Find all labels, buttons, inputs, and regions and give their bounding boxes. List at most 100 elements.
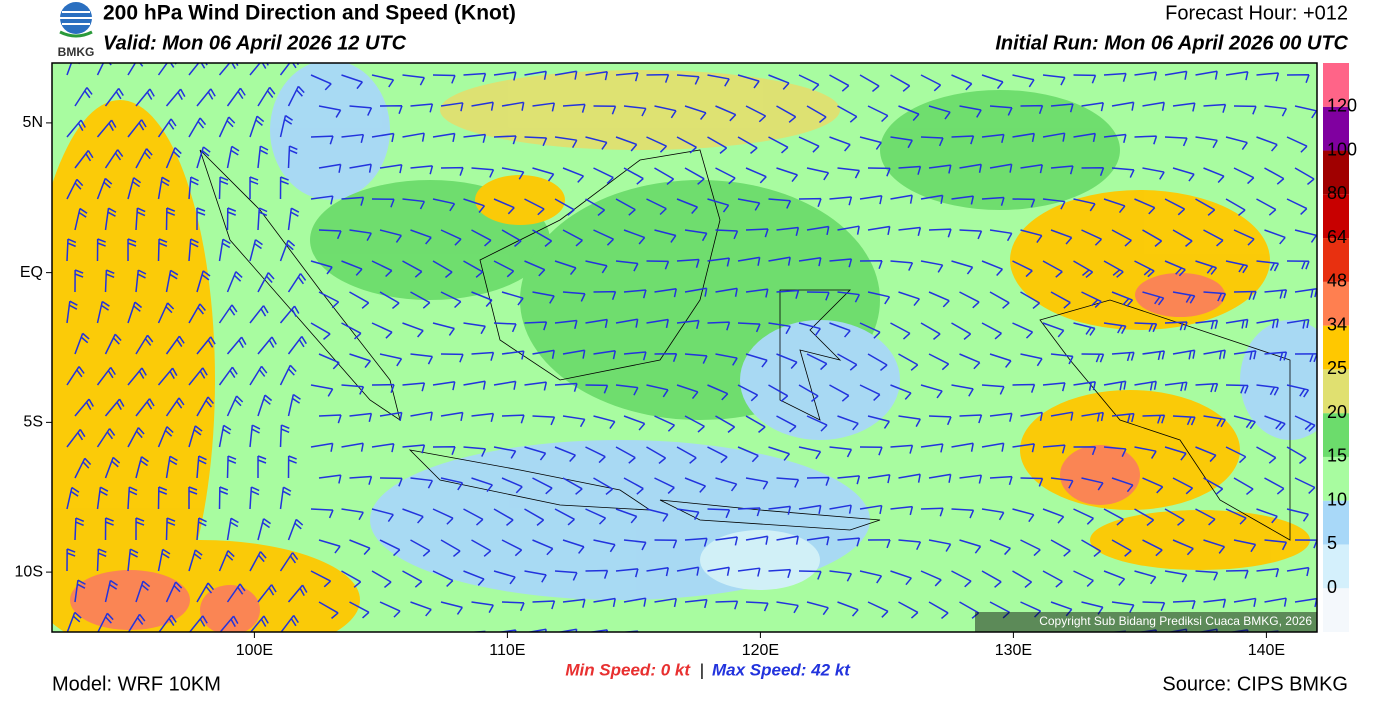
wind-barb [1233,539,1257,553]
wind-barb [341,384,365,395]
wind-barb [1042,444,1066,454]
wind-barb [157,548,171,572]
wind-barb [440,229,462,246]
wind-barb [829,322,851,338]
wind-barb [1256,198,1277,216]
wind-barb [342,633,363,646]
wind-barb [432,508,454,525]
wind-barb [562,167,585,183]
colorbar-label: 34 [1327,314,1347,334]
wind-barb [776,289,800,299]
colorbar-segment [1323,500,1349,545]
colorbar-segment [1323,63,1349,107]
wind-barb [410,477,434,489]
wind-barb [1142,414,1166,424]
colorbar-label: 10 [1327,489,1347,509]
wind-barb [440,102,464,112]
wind-barb [341,133,365,144]
wind-barb [433,633,455,641]
wind-barb [837,475,861,485]
wind-barb [410,411,433,421]
wind-barb [188,425,203,448]
wind-barb [165,207,176,231]
wind-barb [1225,136,1248,150]
wind-barb [676,198,698,214]
wind-barb [981,508,1005,521]
wind-barb [532,102,556,112]
wind-barb [1042,322,1065,338]
separator: | [700,660,704,679]
wind-barb [1042,132,1066,142]
wind-barb [799,633,819,649]
wind-barb [157,176,170,200]
wind-barb [310,135,334,145]
wind-barb [1286,566,1310,577]
wind-barb [1050,601,1073,617]
wind-barb [218,238,231,262]
wind-barb [127,238,137,262]
wind-barb [1225,260,1249,274]
wind-barb [279,486,292,510]
wind-barb [96,177,113,200]
wind-barb [218,366,238,386]
wind-barb [989,163,1013,173]
wind-barb [218,116,236,138]
wind-barb [776,353,798,369]
wind-barbs [66,63,1340,649]
wind-barb [1164,70,1188,80]
wind-barb [310,508,334,519]
wind-barb [226,336,247,355]
wind-barb [1225,446,1247,464]
wind-barb [341,570,362,588]
axes: 100E 110E 120E 130E 140E 5N EQ 5S 10S [15,114,1286,659]
wind-barb [959,414,983,424]
wind-barb [66,119,86,138]
wind-barb [226,87,246,107]
wind-barb [798,197,822,207]
wind-barb [707,321,731,331]
logo-leaf [59,30,93,38]
wind-barb [532,600,556,610]
wind-barb [104,87,124,107]
wind-barb [585,446,606,464]
wind-barb [615,568,639,578]
wind-barb [1142,477,1164,494]
wind-barb [623,597,647,607]
wind-barb [1020,539,1041,557]
wind-barb [593,597,616,607]
map-frame [51,62,1318,633]
wind-barb [654,352,678,363]
wind-barb [585,71,608,81]
wind-barb [463,198,485,213]
wind-barb [440,291,462,309]
wind-barb [1172,415,1196,426]
wind-barb [562,539,585,554]
wind-barb [1233,290,1257,300]
wind-barb [707,257,731,267]
wind-barb [707,198,730,213]
wind-barb [1050,229,1073,245]
wind-barb [593,350,616,360]
wind-barb [890,505,914,516]
wind-barb [585,198,606,217]
wind-barb [562,477,583,495]
wind-barb [1264,477,1285,495]
wind-barb [410,229,432,245]
wind-barb [1172,102,1196,112]
wind-barb [432,74,456,84]
wind-barb [1225,318,1249,329]
wind-barb [1012,74,1035,88]
wind-barb [1286,508,1309,522]
wind-barb [928,291,950,308]
wind-barb [837,353,858,371]
wind-barb [1318,633,1340,643]
wind-barb [1103,322,1127,334]
wind-barb [806,291,830,301]
wind-barb [593,105,617,115]
wind-barb [310,442,334,452]
wind-barb [1294,229,1317,243]
wind-barb [554,570,578,581]
wind-barb [1134,508,1155,526]
wind-barb [676,566,700,576]
wind-barb [157,238,168,262]
